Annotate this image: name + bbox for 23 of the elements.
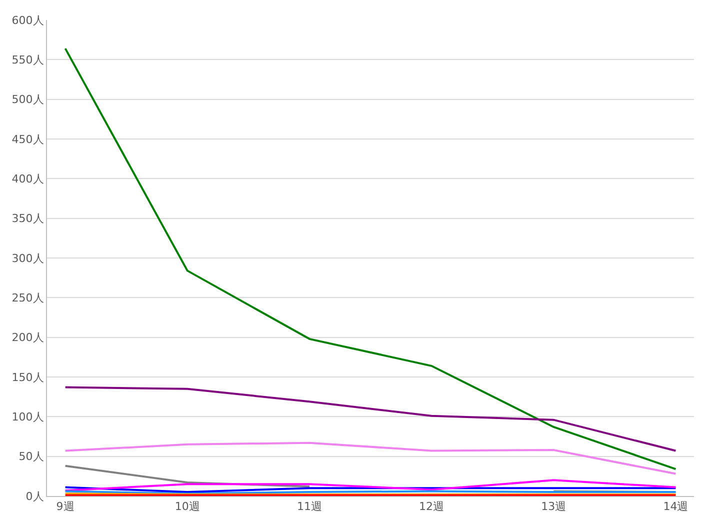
x-tick-label: 13週 <box>541 500 566 514</box>
y-tick-label: 600人 <box>12 14 44 27</box>
x-tick-label: 14週 <box>663 500 688 514</box>
y-tick-label: 500人 <box>12 93 44 106</box>
y-tick-label: 300人 <box>12 252 44 265</box>
x-tick-label: 11週 <box>296 500 322 514</box>
y-tick-label: 400人 <box>12 172 44 186</box>
line-series <box>64 442 677 475</box>
y-tick-label: 550人 <box>12 54 44 67</box>
line-series <box>64 386 677 452</box>
y-tick-label: 0人 <box>26 490 44 503</box>
y-tick-label: 50人 <box>18 450 44 464</box>
line-series <box>64 479 677 492</box>
x-tick-label: 10週 <box>174 500 200 514</box>
y-tick-label: 100人 <box>12 410 44 424</box>
y-tick-label: 200人 <box>12 331 44 344</box>
y-tick-label: 350人 <box>12 212 44 226</box>
x-tick-label: 12週 <box>419 500 444 514</box>
y-tick-label: 450人 <box>12 132 44 146</box>
y-tick-label: 150人 <box>12 370 44 384</box>
x-tick-label: 9週 <box>56 500 74 514</box>
line-series <box>64 48 677 470</box>
y-tick-label: 250人 <box>12 292 44 305</box>
